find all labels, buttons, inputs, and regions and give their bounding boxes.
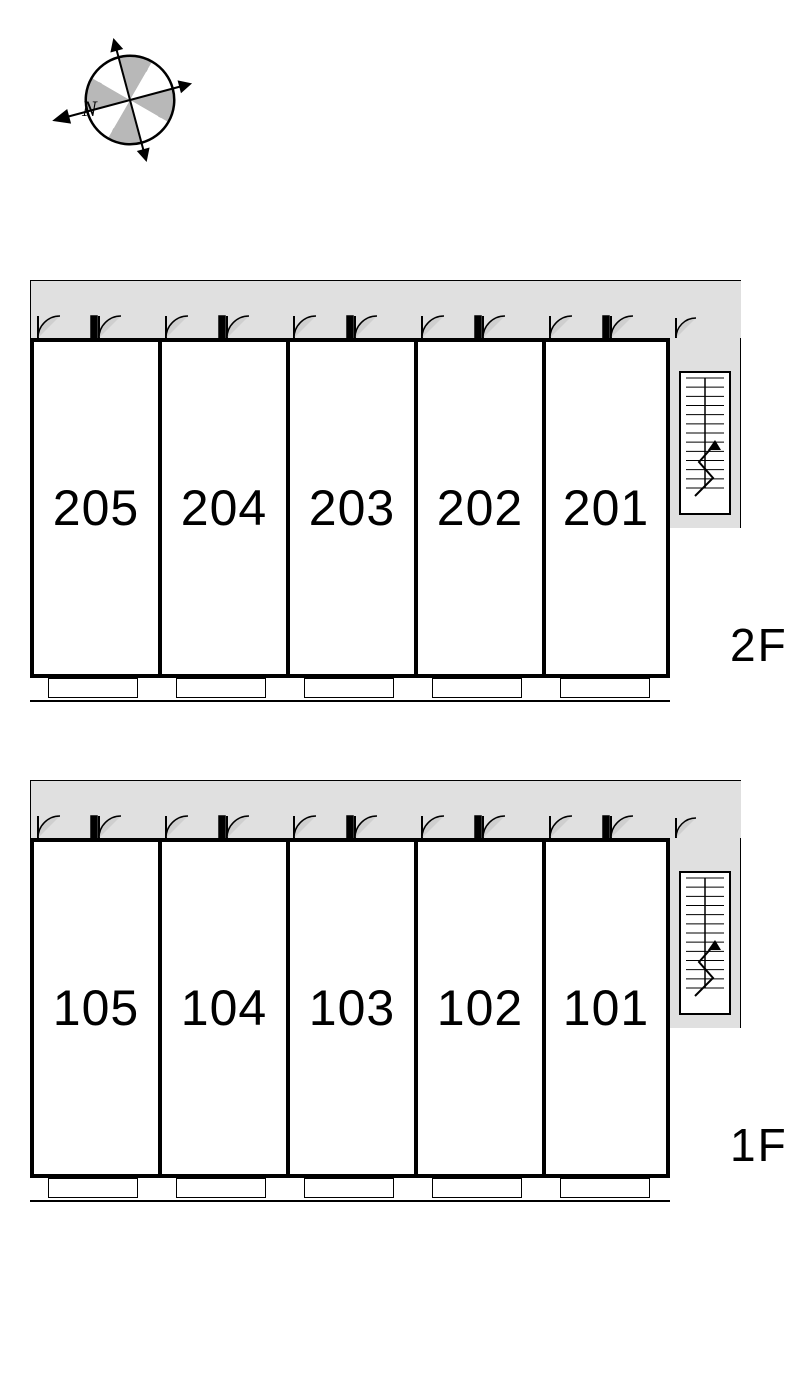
floor-label: 1F bbox=[730, 1118, 788, 1172]
unit-doors bbox=[158, 312, 286, 338]
balcony bbox=[432, 1178, 522, 1198]
staircase bbox=[676, 868, 734, 1018]
unit-104: 104 bbox=[158, 838, 286, 1178]
floor-label: 2F bbox=[730, 618, 788, 672]
balcony bbox=[432, 678, 522, 698]
unit-doors bbox=[286, 312, 414, 338]
unit-doors bbox=[542, 812, 670, 838]
unit-103: 103 bbox=[286, 838, 414, 1178]
floor-1F: 105 104 103 102 101 1F bbox=[30, 780, 800, 1228]
unit-204: 204 bbox=[158, 338, 286, 678]
unit-label: 103 bbox=[309, 979, 395, 1037]
floorplan-page: N bbox=[0, 0, 800, 1373]
stair-door bbox=[670, 812, 710, 838]
unit-102: 102 bbox=[414, 838, 542, 1178]
compass-rose: N bbox=[40, 30, 200, 185]
balcony bbox=[176, 1178, 266, 1198]
unit-doors bbox=[414, 812, 542, 838]
floor-baseline bbox=[30, 700, 670, 702]
unit-doors bbox=[414, 312, 542, 338]
balcony bbox=[176, 678, 266, 698]
unit-label: 204 bbox=[181, 479, 267, 537]
balcony bbox=[304, 1178, 394, 1198]
unit-label: 104 bbox=[181, 979, 267, 1037]
balcony bbox=[560, 1178, 650, 1198]
floor-baseline bbox=[30, 1200, 670, 1202]
balcony bbox=[48, 678, 138, 698]
unit-doors bbox=[30, 312, 158, 338]
unit-205: 205 bbox=[30, 338, 158, 678]
door-row bbox=[30, 312, 710, 338]
unit-201: 201 bbox=[542, 338, 670, 678]
unit-label: 203 bbox=[309, 479, 395, 537]
compass-n-label: N bbox=[81, 96, 98, 121]
unit-label: 201 bbox=[563, 479, 649, 537]
unit-101: 101 bbox=[542, 838, 670, 1178]
unit-doors bbox=[30, 812, 158, 838]
balcony-row bbox=[48, 678, 650, 698]
units-row: 205 204 203 202 201 bbox=[30, 338, 670, 678]
unit-105: 105 bbox=[30, 838, 158, 1178]
unit-label: 102 bbox=[437, 979, 523, 1037]
balcony bbox=[560, 678, 650, 698]
unit-label: 205 bbox=[53, 479, 139, 537]
floor-2F: 205 204 203 202 201 2F bbox=[30, 280, 800, 728]
staircase bbox=[676, 368, 734, 518]
unit-label: 101 bbox=[563, 979, 649, 1037]
unit-202: 202 bbox=[414, 338, 542, 678]
units-row: 105 104 103 102 101 bbox=[30, 838, 670, 1178]
unit-203: 203 bbox=[286, 338, 414, 678]
balcony bbox=[48, 1178, 138, 1198]
unit-doors bbox=[542, 312, 670, 338]
unit-doors bbox=[286, 812, 414, 838]
unit-label: 202 bbox=[437, 479, 523, 537]
balcony-row bbox=[48, 1178, 650, 1198]
stair-door bbox=[670, 312, 710, 338]
door-row bbox=[30, 812, 710, 838]
balcony bbox=[304, 678, 394, 698]
unit-label: 105 bbox=[53, 979, 139, 1037]
unit-doors bbox=[158, 812, 286, 838]
